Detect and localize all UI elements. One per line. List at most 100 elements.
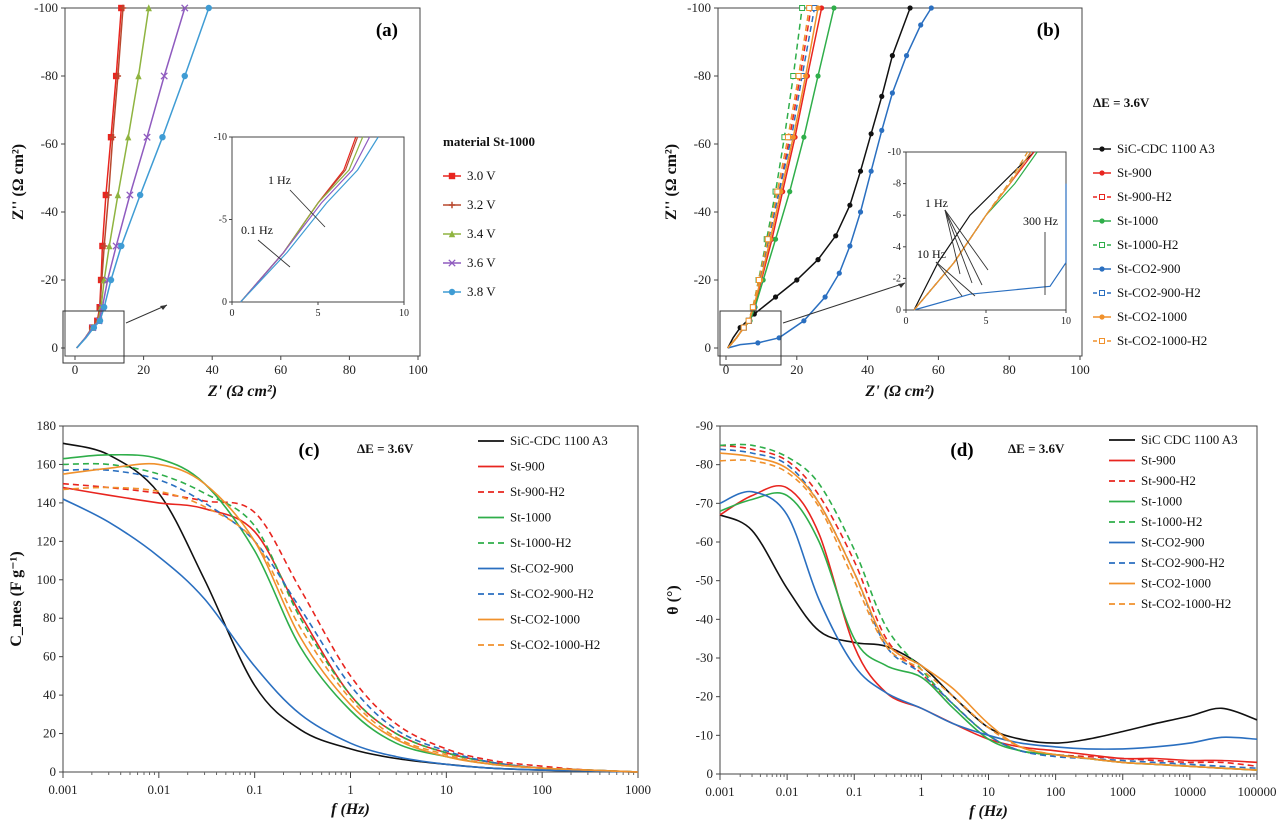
y-tick-label: -60: [41, 136, 58, 151]
x-tick-label: 1000: [625, 782, 651, 797]
legend: material St-1000 3.0 V 3.2 V 3.4 V 3.6 V 3.8 …: [443, 134, 535, 299]
x-tick-label: 0.01: [776, 784, 799, 799]
annotation-arrow: [944, 209, 961, 275]
y-tick-label: -20: [696, 689, 713, 704]
data-point: [114, 191, 122, 199]
data-point: [806, 5, 813, 11]
inset-y-tick-label: -2: [893, 273, 901, 284]
x-tick-label: 80: [1003, 362, 1016, 377]
annotation-arrow: [944, 209, 989, 271]
legend-marker: [448, 230, 456, 238]
legend-entry: St-1000: [510, 510, 551, 525]
inset-y-tick-label: 0: [896, 305, 901, 316]
y-tick-label: -50: [696, 573, 713, 588]
legend-marker: [448, 288, 456, 296]
data-point: [879, 127, 885, 133]
legend-entry: St-1000: [1141, 494, 1182, 509]
series-St-900-H2: [727, 5, 814, 349]
delta-e-annotation: ΔE = 3.6V: [1008, 441, 1065, 456]
legend-marker: [1099, 314, 1105, 320]
inset-annotation: 1 Hz: [925, 196, 948, 210]
data-point: [159, 134, 166, 141]
data-point: [764, 236, 771, 243]
data-point: [205, 4, 212, 12]
data-point: [776, 335, 782, 341]
data-point: [181, 4, 189, 12]
legend-entry: St-900-H2: [1141, 473, 1196, 488]
panel-c: 0.001 0.01 0.1 1 10 100 1000 0 20 40 60 80 100 120 140…: [8, 418, 651, 818]
inset-series-line: [240, 136, 371, 303]
series-line: [76, 7, 123, 349]
data-point: [136, 191, 144, 199]
x-tick-label: 100: [408, 362, 428, 377]
inset-annotation: 300 Hz: [1023, 214, 1058, 228]
x-tick-label: 0.1: [846, 784, 862, 799]
x-tick-label: 10: [440, 782, 453, 797]
data-point: [105, 191, 112, 199]
legend-entry: St-CO2-900: [510, 561, 574, 576]
data-point: [868, 168, 874, 174]
inset-annotation: 10 Hz: [917, 247, 946, 261]
y-tick-label: -40: [696, 611, 713, 626]
inset-y-tick-label: -10: [888, 147, 901, 158]
inset: 0 5 10 0 -5 -10 1 Hz 0.1 Hz: [214, 132, 409, 319]
panel-d: 0.001 0.01 0.1 1 10 100 1000 10000 100000 0 -10 -20…: [665, 418, 1277, 820]
panel-label: (a): [376, 20, 398, 41]
legend-entry: St-1000-H2: [1141, 514, 1202, 529]
zoom-arrow: [125, 304, 168, 324]
legend-entry: St-CO2-900: [1117, 261, 1181, 276]
x-tick-label: 0.001: [48, 782, 77, 797]
x-tick-label: 1: [918, 784, 925, 799]
data-point: [868, 131, 874, 137]
legend-entry: SiC CDC 1100 A3: [1141, 432, 1238, 447]
data-point: [119, 4, 127, 12]
inset-x-tick-label: 5: [984, 316, 989, 327]
x-axis-label: Z' (Ω cm²): [207, 383, 277, 400]
data-point: [100, 242, 108, 250]
data-point: [833, 233, 839, 239]
y-tick-label: -40: [694, 204, 711, 219]
y-tick-label: 140: [37, 495, 57, 510]
legend-entry: 3.6 V: [467, 255, 496, 270]
inset-y-tick-label: -5: [219, 215, 227, 226]
x-tick-label: 100: [532, 782, 552, 797]
y-tick-label: 60: [43, 649, 56, 664]
x-tick-label: 10000: [1174, 784, 1207, 799]
series-line: [76, 7, 210, 349]
data-point: [803, 73, 809, 79]
legend-entry: St-CO2-900: [1141, 535, 1205, 550]
x-axis-label: Z' (Ω cm²): [864, 383, 934, 400]
legend-entry: 3.2 V: [467, 197, 496, 212]
data-point: [114, 72, 122, 80]
legend-entry: St-CO2-1000: [1141, 576, 1211, 591]
zoom-arrow-head: [898, 283, 905, 288]
x-tick-label: 60: [932, 362, 945, 377]
y-tick-label: -100: [34, 0, 58, 15]
x-tick-label: 40: [861, 362, 874, 377]
y-tick-label: -60: [696, 534, 713, 549]
y-tick-label: -10: [696, 727, 713, 742]
series-SiC-CDC 1100 A3: [727, 5, 913, 349]
data-point: [124, 133, 132, 141]
data-point: [774, 188, 781, 195]
y-tick-label: -20: [41, 272, 58, 287]
data-point: [740, 324, 747, 331]
legend: ΔE = 3.6V SiC-CDC 1100 A3 St-900 St-900-H2 S…: [1093, 95, 1215, 348]
legend-entry: St-900-H2: [510, 484, 565, 499]
legend-marker: [1099, 146, 1105, 152]
data-point: [847, 202, 853, 208]
inset-y-tick-label: -10: [214, 132, 227, 143]
series-line: [727, 7, 812, 349]
legend-title: ΔE = 3.6V: [1093, 95, 1150, 110]
y-axis-label: C_mes (F g⁻¹): [8, 551, 25, 646]
annotation-arrow: [257, 239, 291, 268]
legend-marker: [1099, 218, 1105, 224]
legend-entry: St-900: [1141, 453, 1176, 468]
data-point: [815, 73, 821, 79]
data-point: [857, 209, 864, 215]
x-tick-label: 1000: [1110, 784, 1136, 799]
inset-series-line: [913, 151, 1035, 311]
data-point: [889, 53, 895, 59]
data-point: [903, 53, 910, 59]
